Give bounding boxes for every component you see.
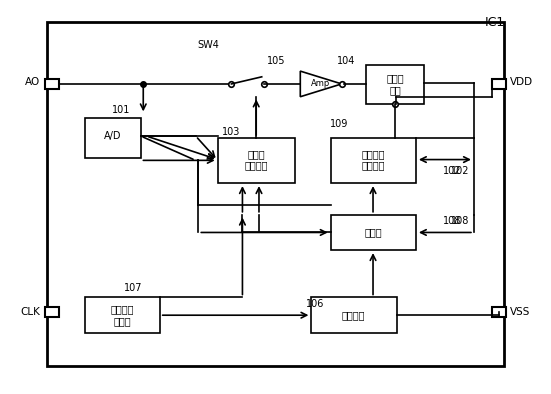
Text: 105: 105	[267, 56, 286, 66]
Text: 106: 106	[306, 299, 325, 309]
Text: AO: AO	[25, 76, 40, 87]
Bar	[45, 307, 59, 317]
Text: 103: 103	[222, 127, 241, 137]
Bar	[492, 79, 506, 89]
Text: VSS: VSS	[510, 307, 530, 317]
Text: 判別器: 判別器	[364, 227, 382, 238]
Text: CLK: CLK	[20, 307, 40, 317]
Text: 107: 107	[124, 283, 143, 294]
Bar	[492, 307, 506, 317]
Text: 104: 104	[337, 56, 355, 66]
Bar	[85, 297, 160, 333]
Text: 102: 102	[442, 166, 461, 177]
Text: カウンタ: カウンタ	[342, 310, 365, 320]
Text: 108: 108	[451, 216, 469, 226]
Bar	[218, 138, 295, 183]
Text: IC1: IC1	[485, 16, 505, 29]
Text: 101: 101	[112, 105, 131, 115]
Bar	[311, 297, 397, 333]
Bar	[47, 22, 504, 366]
Bar	[45, 79, 59, 89]
Bar	[366, 65, 424, 104]
Text: アドレス
レジスタ: アドレス レジスタ	[361, 149, 385, 170]
Text: Amp: Amp	[311, 80, 331, 88]
Text: 108: 108	[442, 216, 461, 226]
Text: クロック
弁別器: クロック 弁別器	[111, 305, 134, 326]
Bar	[331, 215, 416, 250]
Bar	[85, 118, 141, 158]
Text: A/D: A/D	[104, 131, 122, 141]
Text: SW4: SW4	[197, 40, 219, 50]
Text: 102: 102	[451, 166, 469, 177]
Text: センサ
素子: センサ 素子	[386, 73, 404, 95]
Text: VDD: VDD	[510, 76, 533, 87]
Text: ゲイン
レジスタ: ゲイン レジスタ	[245, 149, 268, 170]
Bar	[331, 138, 416, 183]
Text: 109: 109	[329, 119, 348, 129]
